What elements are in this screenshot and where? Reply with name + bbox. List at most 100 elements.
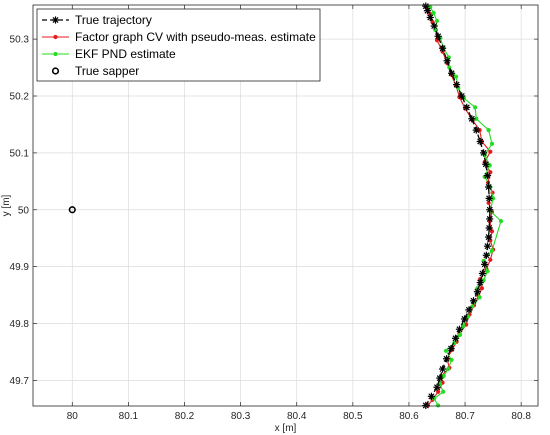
x-tick-label: 80.1 bbox=[119, 411, 139, 422]
y-tick-label: 49.7 bbox=[10, 376, 30, 387]
data-point bbox=[441, 373, 446, 378]
data-point bbox=[483, 172, 492, 180]
data-point bbox=[498, 219, 504, 224]
data-point bbox=[433, 383, 441, 391]
legend-label: EKF PND estimate bbox=[75, 47, 176, 61]
data-point bbox=[430, 22, 438, 30]
data-point bbox=[442, 355, 451, 363]
data-point bbox=[485, 224, 493, 232]
series-layer bbox=[68, 2, 504, 410]
x-tick-label: 80.7 bbox=[455, 411, 475, 422]
data-point bbox=[481, 260, 489, 268]
y-tick-label: 50.1 bbox=[10, 148, 30, 159]
axes-box bbox=[32, 4, 539, 407]
data-point bbox=[476, 137, 484, 146]
data-point bbox=[443, 348, 449, 353]
legend-marker bbox=[51, 67, 60, 75]
data-point bbox=[422, 401, 430, 410]
legend-item: True trajectory bbox=[42, 13, 152, 27]
data-point bbox=[457, 332, 463, 338]
x-tick-label: 80 bbox=[67, 411, 79, 422]
data-point bbox=[451, 334, 460, 342]
data-point bbox=[491, 196, 496, 201]
data-point bbox=[474, 116, 479, 121]
series-line bbox=[425, 5, 491, 406]
data-point bbox=[427, 392, 435, 400]
data-point bbox=[473, 105, 478, 110]
data-point bbox=[439, 44, 447, 52]
data-point bbox=[482, 160, 490, 168]
y-tick-label: 50.3 bbox=[10, 35, 30, 46]
data-point bbox=[426, 13, 434, 22]
data-point bbox=[465, 306, 473, 314]
series-true-trajectory bbox=[422, 2, 494, 410]
data-point bbox=[443, 57, 451, 65]
data-point bbox=[479, 149, 488, 157]
data-point bbox=[446, 366, 451, 372]
y-tick-label: 49.8 bbox=[10, 319, 30, 330]
data-point bbox=[473, 288, 481, 296]
data-point bbox=[476, 278, 484, 287]
data-point bbox=[482, 251, 490, 259]
x-tick-label: 80.5 bbox=[343, 411, 363, 422]
data-point bbox=[439, 365, 447, 373]
data-point bbox=[485, 183, 493, 191]
x-tick-label: 80.8 bbox=[511, 411, 531, 422]
y-tick-label: 50.2 bbox=[10, 92, 30, 103]
data-point bbox=[449, 357, 454, 363]
legend-marker bbox=[53, 51, 58, 57]
data-point bbox=[478, 269, 487, 278]
ticks: 80 80.1 80.2 80.3 80.4 80.5 80.6 80.7 80.8 49.7 49… bbox=[10, 5, 538, 422]
y-axis-label: y [m] bbox=[1, 194, 12, 216]
data-point bbox=[477, 295, 482, 300]
x-tick-label: 80.4 bbox=[287, 411, 307, 422]
data-point bbox=[469, 297, 478, 305]
y-tick-label: 50 bbox=[18, 205, 30, 216]
data-point bbox=[463, 103, 471, 111]
data-point bbox=[485, 233, 493, 241]
data-point bbox=[460, 315, 469, 323]
data-point bbox=[489, 248, 495, 253]
data-point bbox=[479, 286, 484, 291]
legend-marker bbox=[53, 34, 58, 40]
data-point bbox=[488, 257, 493, 262]
legend: True trajectory Factor graph CV with pseu… bbox=[36, 8, 321, 82]
data-point bbox=[453, 81, 461, 89]
x-tick-label: 80.6 bbox=[399, 411, 419, 422]
data-point bbox=[436, 403, 441, 408]
data-point bbox=[489, 141, 495, 146]
legend-label: Factor graph CV with pseudo-meas. estima… bbox=[75, 30, 316, 44]
data-point bbox=[455, 325, 464, 333]
data-point bbox=[485, 194, 493, 202]
data-point bbox=[486, 206, 494, 214]
data-point bbox=[453, 74, 459, 79]
legend-item: EKF PND estimate bbox=[42, 47, 176, 61]
data-point bbox=[431, 10, 436, 16]
data-point bbox=[486, 128, 491, 133]
x-axis-label: x [m] bbox=[275, 423, 297, 434]
data-point bbox=[447, 69, 456, 77]
y-tick-label: 49.9 bbox=[10, 262, 30, 273]
data-point bbox=[488, 149, 493, 154]
data-point bbox=[483, 242, 492, 250]
data-point bbox=[458, 92, 466, 100]
legend-item: Factor graph CV with pseudo-meas. estima… bbox=[42, 30, 316, 44]
legend-label: True sapper bbox=[75, 64, 139, 78]
legend-label: True trajectory bbox=[75, 13, 152, 27]
series-true-sapper bbox=[68, 206, 76, 214]
data-point bbox=[434, 32, 442, 40]
data-point bbox=[481, 278, 486, 283]
data-point bbox=[441, 389, 446, 394]
data-point bbox=[472, 126, 480, 134]
data-point bbox=[485, 269, 490, 274]
legend-marker bbox=[51, 16, 60, 24]
data-point bbox=[436, 374, 444, 382]
data-point bbox=[434, 18, 440, 24]
legend-box bbox=[36, 8, 321, 82]
data-point bbox=[447, 65, 452, 70]
data-point bbox=[486, 215, 494, 223]
x-tick-label: 80.3 bbox=[231, 411, 251, 422]
data-point bbox=[430, 19, 435, 25]
data-point bbox=[422, 2, 430, 10]
